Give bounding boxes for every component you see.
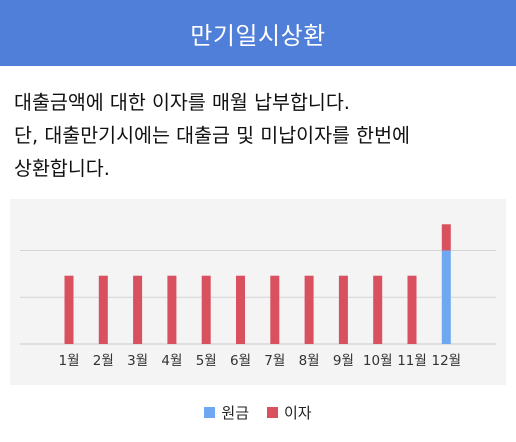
x-tick-label: 4월 bbox=[161, 353, 182, 369]
bar-interest bbox=[338, 275, 348, 344]
bar-interest bbox=[373, 275, 383, 344]
x-tick-label: 10월 bbox=[363, 353, 393, 369]
x-tick-label: 1월 bbox=[58, 353, 79, 369]
x-tick-label: 3월 bbox=[127, 353, 148, 369]
x-tick-label: 5월 bbox=[196, 353, 217, 369]
bar-interest bbox=[441, 224, 451, 251]
page-title: 만기일시상환 bbox=[190, 21, 326, 50]
description-line: 상환합니다. bbox=[14, 157, 110, 180]
x-tick-label: 8월 bbox=[299, 353, 320, 369]
bar-interest bbox=[98, 275, 108, 344]
legend-swatch-interest bbox=[267, 406, 278, 418]
legend-item-principal: 원금 bbox=[204, 402, 249, 423]
x-tick-label: 9월 bbox=[333, 353, 354, 369]
bar-interest bbox=[270, 275, 280, 344]
bar-principal bbox=[441, 250, 451, 344]
repayment-chart: 1월 2월 3월 4월 5월 6월 7월 8월 9월 10월 11월 12월 bbox=[20, 224, 496, 369]
x-tick-label: 6월 bbox=[230, 353, 251, 369]
description: 대출금액에 대한 이자를 매월 납부합니다. 단, 대출만기시에는 대출금 및 … bbox=[0, 66, 516, 198]
bar-interest bbox=[64, 275, 74, 344]
legend-label-interest: 이자 bbox=[284, 403, 312, 422]
bar-interest bbox=[201, 275, 211, 344]
header-bar: 만기일시상환 bbox=[0, 0, 516, 66]
chart-legend: 원금 이자 bbox=[0, 400, 516, 424]
chart-panel: 1월 2월 3월 4월 5월 6월 7월 8월 9월 10월 11월 12월 bbox=[10, 199, 506, 385]
bar-interest bbox=[407, 275, 417, 344]
legend-swatch-principal bbox=[204, 406, 216, 418]
description-line: 대출금액에 대한 이자를 매월 납부합니다. bbox=[14, 91, 350, 114]
x-tick-label: 2월 bbox=[93, 353, 114, 369]
bar-interest bbox=[167, 275, 177, 344]
x-tick-label: 11월 bbox=[397, 353, 427, 369]
description-line: 단, 대출만기시에는 대출금 및 미납이자를 한번에 bbox=[14, 124, 410, 147]
bar-interest bbox=[304, 275, 314, 344]
bar-interest bbox=[236, 275, 245, 344]
bar-interest bbox=[133, 275, 143, 344]
legend-label-principal: 원금 bbox=[221, 403, 249, 422]
x-tick-label: 7월 bbox=[264, 353, 285, 369]
legend-item-interest: 이자 bbox=[267, 402, 312, 423]
x-tick-label: 12월 bbox=[431, 353, 461, 369]
